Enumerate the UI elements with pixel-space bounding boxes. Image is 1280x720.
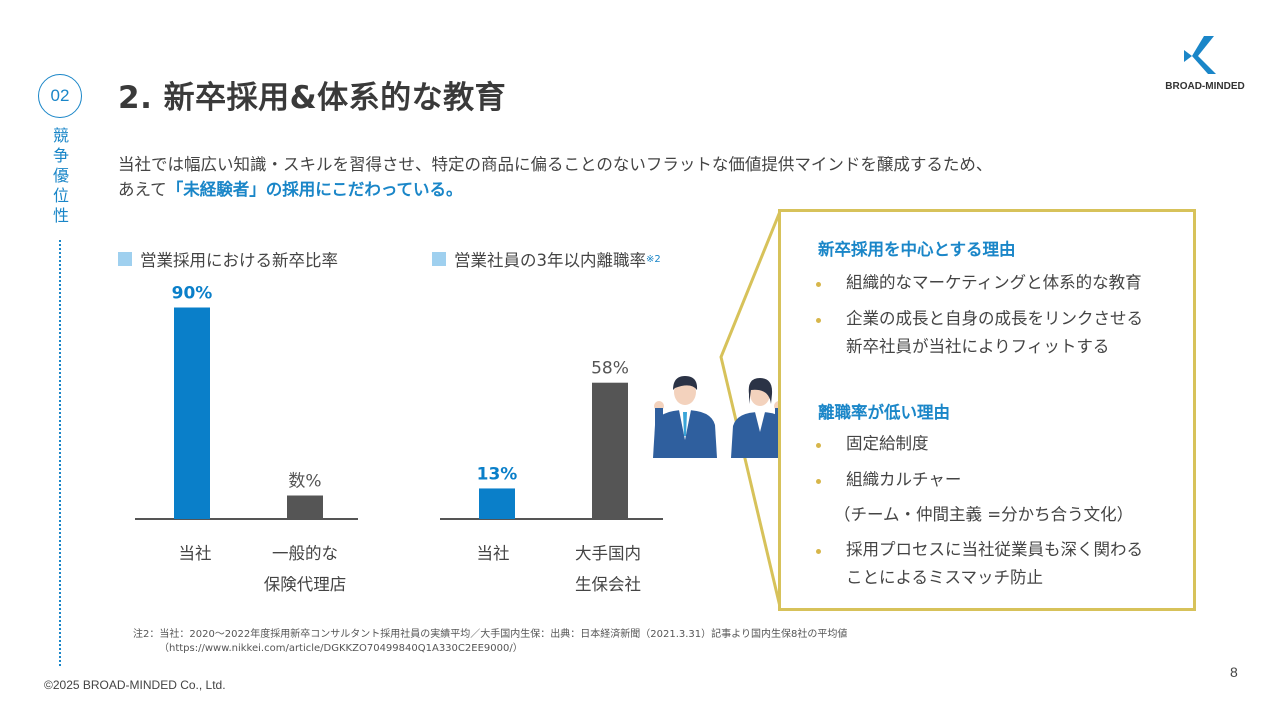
bullet-icon: [816, 479, 821, 484]
bullet-icon: [816, 318, 821, 323]
reason-line: 採用プロセスに当社従業員も深く関わる: [846, 540, 1143, 559]
intro-highlight: 「未経験者」の採用にこだわっている。: [166, 180, 463, 199]
bullet-icon: [816, 443, 821, 448]
footnote-line-1: 注2：当社：2020～2022年度採用新卒コンサルタント採用社員の実績平均／大手…: [133, 629, 848, 640]
chart1-title: 営業採用における新卒比率: [140, 251, 338, 270]
intro-line-1: 当社では幅広い知識・スキルを習得させ、特定の商品に偏ることのないフラットな価値提…: [118, 155, 993, 174]
reason-item: 企業の成長と自身の成長をリンクさせる 新卒社員が当社によりフィットする: [846, 305, 1143, 361]
chart1-category-line: 保険代理店: [263, 575, 347, 594]
chart2-title-note: ※2: [646, 253, 661, 265]
logo-text: BROAD-MINDED: [1165, 81, 1245, 92]
logo-mark-icon: [1184, 36, 1216, 74]
bar-value-label: 58%: [591, 359, 629, 379]
section-divider: [59, 240, 61, 666]
bar-value-label: 13%: [477, 464, 518, 484]
bar: [479, 488, 515, 519]
chart1-category-line: 一般的な: [272, 544, 338, 563]
chart1-category-label: 当社: [178, 544, 212, 563]
bar-value-label: 数%: [288, 472, 321, 492]
chart2-title: 営業社員の3年以内離職率: [454, 251, 646, 270]
bullet-icon: [816, 549, 821, 554]
chart2-category-line: 生保会社: [575, 575, 641, 594]
reasons-heading-turnover: 離職率が低い理由: [818, 403, 950, 422]
reason-item-sub: （チーム・仲間主義 =分かち合う文化）: [834, 505, 1134, 524]
reasons-heading-new-grad: 新卒採用を中心とする理由: [818, 240, 1016, 259]
intro-line-2: あえて「未経験者」の採用にこだわっている。: [118, 177, 992, 202]
reason-line: 企業の成長と自身の成長をリンクさせる: [846, 309, 1143, 328]
reason-line: ことによるミスマッチ防止: [846, 568, 1044, 587]
section-number: 02: [38, 74, 82, 118]
bar-value-label: 90%: [172, 284, 213, 304]
chart1-legend: 営業採用における新卒比率: [118, 247, 338, 271]
reason-item: 採用プロセスに当社従業員も深く関わる ことによるミスマッチ防止: [846, 536, 1143, 592]
section-label-char: 位: [52, 186, 69, 205]
page-title: 2. 新卒採用&体系的な教育: [118, 80, 507, 116]
footnote-source-url: （https://www.nikkei.com/article/DGKKZO70…: [159, 643, 523, 654]
section-label-char: 優: [52, 166, 69, 185]
section-label: 競 争 優 位 性: [51, 126, 71, 226]
callout-pointer: [719, 209, 782, 611]
reason-line: 新卒社員が当社によりフィットする: [846, 337, 1110, 356]
reason-item: 組織カルチャー: [846, 470, 962, 489]
copyright: ©2025 BROAD-MINDED Co., Ltd.: [44, 678, 226, 692]
bullet-icon: [816, 282, 821, 287]
bar: [287, 495, 323, 519]
page-number: 8: [1230, 664, 1238, 680]
legend-square-icon: [432, 252, 446, 266]
footnote: 注2：当社：2020～2022年度採用新卒コンサルタント採用社員の実績平均／大手…: [133, 628, 847, 656]
company-logo: BROAD-MINDED: [1160, 36, 1250, 98]
section-label-char: 競: [52, 126, 69, 145]
chart2-legend: 営業社員の3年以内離職率 ※2: [432, 247, 661, 271]
bar: [174, 307, 210, 519]
intro-text: 当社では幅広い知識・スキルを習得させ、特定の商品に偏ることのないフラットな価値提…: [118, 152, 992, 202]
intro-prefix: あえて: [118, 180, 167, 199]
reason-item: 組織的なマーケティングと体系的な教育: [846, 273, 1142, 292]
legend-square-icon: [118, 252, 132, 266]
chart-new-grad-ratio: 90% 数%: [135, 284, 358, 520]
section-label-char: 争: [52, 146, 69, 165]
reason-item: 固定給制度: [846, 434, 929, 453]
bar: [592, 382, 628, 519]
business-people-icon: [653, 376, 789, 458]
chart2-category-label: 大手国内 生保会社: [548, 538, 668, 600]
section-label-char: 性: [52, 206, 69, 225]
chart1-category-label: 一般的な 保険代理店: [245, 538, 365, 600]
chart-turnover-rate: 13% 58%: [440, 359, 663, 520]
reasons-panel: [778, 209, 1196, 611]
chart2-category-label: 当社: [476, 544, 510, 563]
chart2-category-line: 大手国内: [575, 544, 641, 563]
